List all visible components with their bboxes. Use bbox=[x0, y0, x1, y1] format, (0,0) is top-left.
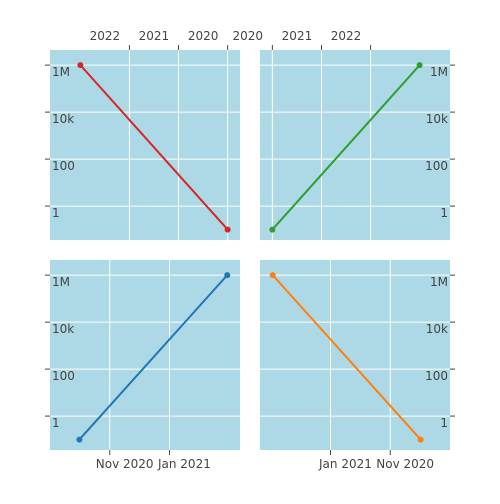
point bbox=[416, 62, 423, 69]
x-tick-label: Nov 2020 bbox=[96, 457, 154, 471]
point bbox=[269, 272, 276, 279]
point bbox=[76, 436, 83, 443]
x-tick-label: 2020 bbox=[188, 29, 219, 43]
line bbox=[79, 64, 229, 231]
y-tick-label: 1 bbox=[52, 206, 60, 220]
y-tick-label: 10k bbox=[52, 322, 74, 336]
x-tick-label: 2022 bbox=[90, 29, 121, 43]
line bbox=[78, 274, 229, 441]
plot-area bbox=[50, 260, 240, 450]
y-tick-label: 1M bbox=[52, 275, 70, 289]
x-tick-label: 2021 bbox=[282, 29, 313, 43]
y-tick-label: 1 bbox=[440, 206, 448, 220]
y-tick-label: 1M bbox=[430, 65, 448, 79]
line bbox=[271, 64, 421, 231]
plot-area bbox=[260, 260, 450, 450]
x-tick-label: 2022 bbox=[331, 29, 362, 43]
x-tick-label: 2020 bbox=[232, 29, 263, 43]
x-tick-label: Jan 2021 bbox=[157, 457, 211, 471]
y-tick-label: 1M bbox=[430, 275, 448, 289]
y-tick-label: 1 bbox=[52, 416, 60, 430]
x-tick-label: Jan 2021 bbox=[318, 457, 372, 471]
y-tick-label: 10k bbox=[52, 112, 74, 126]
y-tick-label: 100 bbox=[425, 369, 448, 383]
point bbox=[77, 62, 84, 69]
point bbox=[269, 226, 276, 233]
point bbox=[417, 436, 424, 443]
y-tick-label: 10k bbox=[426, 112, 448, 126]
point bbox=[224, 272, 231, 279]
x-tick-label: Nov 2020 bbox=[376, 457, 434, 471]
y-tick-label: 1 bbox=[440, 416, 448, 430]
y-tick-label: 1M bbox=[52, 65, 70, 79]
y-tick-label: 100 bbox=[52, 369, 75, 383]
x-tick-label: 2021 bbox=[139, 29, 170, 43]
y-tick-label: 100 bbox=[52, 159, 75, 173]
line bbox=[271, 274, 422, 441]
y-tick-label: 100 bbox=[425, 159, 448, 173]
point bbox=[224, 226, 231, 233]
y-tick-label: 10k bbox=[426, 322, 448, 336]
